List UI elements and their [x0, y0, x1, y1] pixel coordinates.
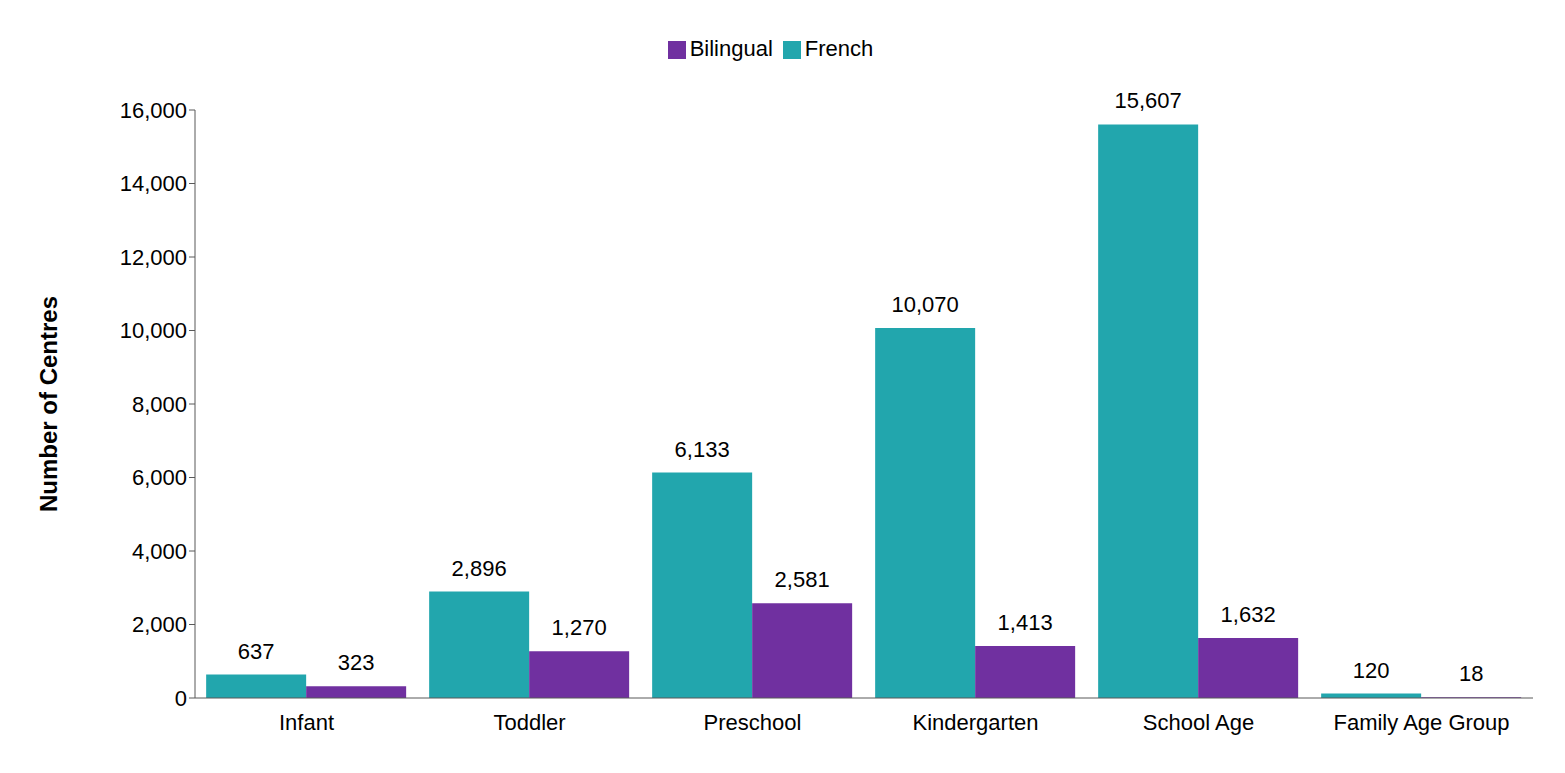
svg-text:8,000: 8,000	[132, 392, 187, 417]
html-text:Bilingual: Bilingual	[689, 36, 773, 61]
svg-text:18: 18	[1459, 661, 1483, 686]
svg-text:Preschool: Preschool	[704, 710, 802, 735]
svg-text:0: 0	[175, 686, 187, 711]
svg-text:6,000: 6,000	[132, 465, 187, 490]
svg-text:323: 323	[338, 650, 375, 675]
svg-text:Kindergarten: Kindergarten	[913, 710, 1039, 735]
svg-text:1,632: 1,632	[1221, 602, 1276, 627]
svg-text:4,000: 4,000	[132, 539, 187, 564]
svg-text:10,070: 10,070	[892, 292, 959, 317]
svg-text:1,413: 1,413	[998, 610, 1053, 635]
svg-text:2,581: 2,581	[775, 567, 830, 592]
svg-text:120: 120	[1353, 658, 1390, 683]
svg-text:2,896: 2,896	[452, 556, 507, 581]
svg-text:Infant: Infant	[279, 710, 334, 735]
svg-text:637: 637	[238, 639, 275, 664]
svg-text:15,607: 15,607	[1115, 88, 1182, 113]
svg-text:Family Age Group: Family Age Group	[1333, 710, 1509, 735]
svg-text:16,000: 16,000	[120, 98, 187, 123]
svg-text:2,000: 2,000	[132, 612, 187, 637]
html-text:French: French	[804, 36, 874, 61]
svg-text:10,000: 10,000	[120, 318, 187, 343]
svg-text:12,000: 12,000	[120, 245, 187, 270]
svg-text:Toddler: Toddler	[493, 710, 565, 735]
svg-text:6,133: 6,133	[675, 437, 730, 462]
svg-text:Number of Centres: Number of Centres	[35, 296, 62, 512]
svg-text:1,270: 1,270	[552, 615, 607, 640]
svg-text:14,000: 14,000	[120, 171, 187, 196]
svg-text:School Age: School Age	[1143, 710, 1254, 735]
